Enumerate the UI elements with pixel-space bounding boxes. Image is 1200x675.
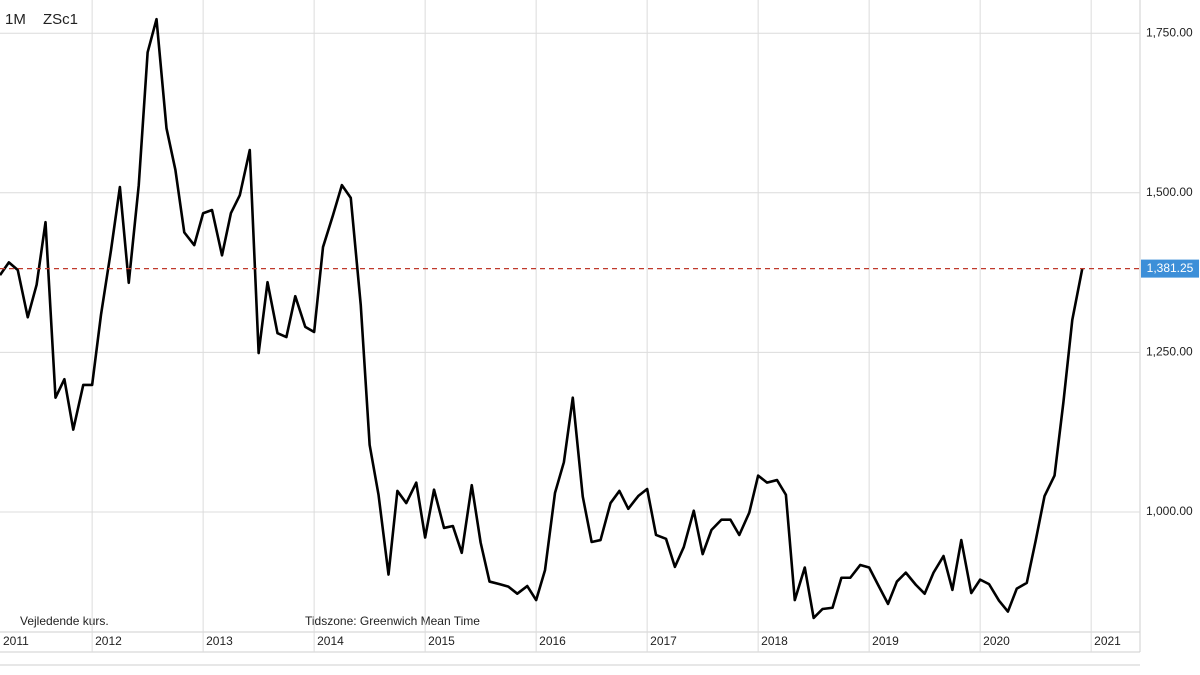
x-tick-label: 2014 (317, 634, 344, 648)
last-price-label: 1,381.25 (1147, 261, 1194, 275)
y-tick-label: 1,250.00 (1146, 345, 1193, 359)
price-line (0, 17, 1084, 620)
x-tick-label: 2013 (206, 634, 233, 648)
x-tick-label: 2018 (761, 634, 788, 648)
note: Vejledende kurs. (20, 614, 109, 628)
last-price-box (1141, 259, 1199, 278)
x-tick-label: 2017 (650, 634, 677, 648)
symbol: ZSc1 (43, 11, 78, 28)
x-tick-label: 2012 (95, 634, 122, 648)
y-tick-label: 1,750.00 (1146, 25, 1193, 39)
y-tick-label: 1,000.00 (1146, 504, 1193, 518)
y-tick-label: 1,500.00 (1146, 185, 1193, 199)
note: Tidszone: Greenwich Mean Time (305, 614, 480, 628)
x-tick-label: 2021 (1094, 634, 1121, 648)
x-tick-label: 2020 (983, 634, 1010, 648)
x-tick-label: 2015 (428, 634, 455, 648)
x-tick-label: 2011 (3, 634, 29, 648)
interval: 1M (5, 11, 26, 28)
x-tick-label: 2019 (872, 634, 899, 648)
x-tick-label: 2016 (539, 634, 566, 648)
